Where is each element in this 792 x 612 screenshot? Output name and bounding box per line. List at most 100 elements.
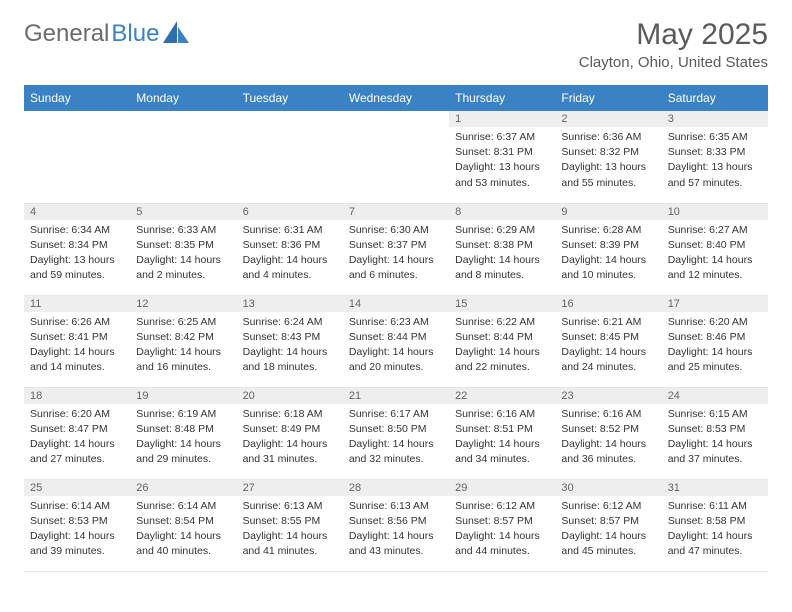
page-title: May 2025 bbox=[579, 20, 768, 50]
day-detail-line: Sunset: 8:51 PM bbox=[455, 422, 549, 436]
calendar-cell: 16Sunrise: 6:21 AMSunset: 8:45 PMDayligh… bbox=[555, 295, 661, 387]
day-detail-line: Sunrise: 6:11 AM bbox=[668, 499, 762, 513]
day-detail-line: and 55 minutes. bbox=[561, 176, 655, 190]
day-number: 1 bbox=[449, 111, 555, 127]
day-detail-line: Sunrise: 6:27 AM bbox=[668, 223, 762, 237]
day-detail-line: Sunset: 8:49 PM bbox=[243, 422, 337, 436]
day-detail-line: Daylight: 13 hours bbox=[668, 160, 762, 174]
day-number: 13 bbox=[237, 296, 343, 312]
day-detail-line: Daylight: 14 hours bbox=[30, 345, 124, 359]
day-detail-line: Daylight: 14 hours bbox=[561, 345, 655, 359]
calendar-row: 11Sunrise: 6:26 AMSunset: 8:41 PMDayligh… bbox=[24, 295, 768, 387]
day-detail-line: Daylight: 14 hours bbox=[30, 437, 124, 451]
day-detail-line: Sunset: 8:45 PM bbox=[561, 330, 655, 344]
day-detail-line: Sunrise: 6:26 AM bbox=[30, 315, 124, 329]
day-detail-line: Daylight: 14 hours bbox=[668, 437, 762, 451]
day-details: Sunrise: 6:13 AMSunset: 8:55 PMDaylight:… bbox=[237, 496, 343, 566]
day-details: Sunrise: 6:20 AMSunset: 8:46 PMDaylight:… bbox=[662, 312, 768, 382]
day-details: Sunrise: 6:12 AMSunset: 8:57 PMDaylight:… bbox=[449, 496, 555, 566]
day-number: 8 bbox=[449, 204, 555, 220]
calendar-cell: 5Sunrise: 6:33 AMSunset: 8:35 PMDaylight… bbox=[130, 203, 236, 295]
day-detail-line: Sunset: 8:50 PM bbox=[349, 422, 443, 436]
brand-logo: GeneralBlue bbox=[24, 20, 189, 48]
brand-blue: Blue bbox=[111, 20, 159, 48]
day-detail-line: Daylight: 14 hours bbox=[30, 529, 124, 543]
day-detail-line: and 8 minutes. bbox=[455, 268, 549, 282]
day-details: Sunrise: 6:18 AMSunset: 8:49 PMDaylight:… bbox=[237, 404, 343, 474]
day-detail-line: Daylight: 14 hours bbox=[349, 253, 443, 267]
day-detail-line: Sunset: 8:44 PM bbox=[455, 330, 549, 344]
calendar-cell: 15Sunrise: 6:22 AMSunset: 8:44 PMDayligh… bbox=[449, 295, 555, 387]
day-detail-line: Sunset: 8:53 PM bbox=[30, 514, 124, 528]
day-detail-line: Sunset: 8:57 PM bbox=[455, 514, 549, 528]
day-detail-line: Daylight: 14 hours bbox=[243, 345, 337, 359]
day-detail-line: Sunrise: 6:22 AM bbox=[455, 315, 549, 329]
day-details: Sunrise: 6:15 AMSunset: 8:53 PMDaylight:… bbox=[662, 404, 768, 474]
day-number: 7 bbox=[343, 204, 449, 220]
calendar-cell: 6Sunrise: 6:31 AMSunset: 8:36 PMDaylight… bbox=[237, 203, 343, 295]
day-detail-line: Daylight: 14 hours bbox=[455, 437, 549, 451]
calendar-cell: 20Sunrise: 6:18 AMSunset: 8:49 PMDayligh… bbox=[237, 387, 343, 479]
day-detail-line: Daylight: 14 hours bbox=[561, 529, 655, 543]
day-detail-line: Sunset: 8:44 PM bbox=[349, 330, 443, 344]
day-details: Sunrise: 6:24 AMSunset: 8:43 PMDaylight:… bbox=[237, 312, 343, 382]
day-number: 27 bbox=[237, 480, 343, 496]
day-detail-line: and 41 minutes. bbox=[243, 544, 337, 558]
day-detail-line: and 14 minutes. bbox=[30, 360, 124, 374]
day-details: Sunrise: 6:26 AMSunset: 8:41 PMDaylight:… bbox=[24, 312, 130, 382]
day-detail-line: and 45 minutes. bbox=[561, 544, 655, 558]
calendar-cell bbox=[237, 111, 343, 203]
day-detail-line: Sunset: 8:32 PM bbox=[561, 145, 655, 159]
brand-general: General bbox=[24, 20, 109, 48]
day-detail-line: Sunset: 8:35 PM bbox=[136, 238, 230, 252]
day-number: 12 bbox=[130, 296, 236, 312]
day-detail-line: Sunset: 8:37 PM bbox=[349, 238, 443, 252]
day-detail-line: and 20 minutes. bbox=[349, 360, 443, 374]
day-details: Sunrise: 6:21 AMSunset: 8:45 PMDaylight:… bbox=[555, 312, 661, 382]
calendar-cell: 23Sunrise: 6:16 AMSunset: 8:52 PMDayligh… bbox=[555, 387, 661, 479]
day-detail-line: Daylight: 14 hours bbox=[349, 345, 443, 359]
calendar-cell: 19Sunrise: 6:19 AMSunset: 8:48 PMDayligh… bbox=[130, 387, 236, 479]
day-detail-line: Sunset: 8:41 PM bbox=[30, 330, 124, 344]
day-detail-line: Sunrise: 6:12 AM bbox=[455, 499, 549, 513]
day-details: Sunrise: 6:29 AMSunset: 8:38 PMDaylight:… bbox=[449, 220, 555, 290]
day-detail-line: Sunset: 8:58 PM bbox=[668, 514, 762, 528]
day-detail-line: Sunrise: 6:34 AM bbox=[30, 223, 124, 237]
day-detail-line: and 27 minutes. bbox=[30, 452, 124, 466]
day-detail-line: and 37 minutes. bbox=[668, 452, 762, 466]
day-number: 15 bbox=[449, 296, 555, 312]
header: GeneralBlue May 2025 Clayton, Ohio, Unit… bbox=[24, 20, 768, 71]
day-detail-line: Sunset: 8:42 PM bbox=[136, 330, 230, 344]
day-details: Sunrise: 6:14 AMSunset: 8:53 PMDaylight:… bbox=[24, 496, 130, 566]
day-detail-line: Sunrise: 6:13 AM bbox=[243, 499, 337, 513]
day-details: Sunrise: 6:11 AMSunset: 8:58 PMDaylight:… bbox=[662, 496, 768, 566]
day-detail-line: Daylight: 14 hours bbox=[668, 253, 762, 267]
day-detail-line: Daylight: 14 hours bbox=[455, 345, 549, 359]
calendar-row: 18Sunrise: 6:20 AMSunset: 8:47 PMDayligh… bbox=[24, 387, 768, 479]
day-detail-line: and 59 minutes. bbox=[30, 268, 124, 282]
calendar-cell: 13Sunrise: 6:24 AMSunset: 8:43 PMDayligh… bbox=[237, 295, 343, 387]
calendar-cell: 17Sunrise: 6:20 AMSunset: 8:46 PMDayligh… bbox=[662, 295, 768, 387]
calendar-cell: 31Sunrise: 6:11 AMSunset: 8:58 PMDayligh… bbox=[662, 479, 768, 571]
day-number: 11 bbox=[24, 296, 130, 312]
calendar-cell: 30Sunrise: 6:12 AMSunset: 8:57 PMDayligh… bbox=[555, 479, 661, 571]
day-detail-line: Sunrise: 6:12 AM bbox=[561, 499, 655, 513]
day-number: 23 bbox=[555, 388, 661, 404]
calendar-cell: 1Sunrise: 6:37 AMSunset: 8:31 PMDaylight… bbox=[449, 111, 555, 203]
day-detail-line: Daylight: 14 hours bbox=[561, 437, 655, 451]
calendar-row: 25Sunrise: 6:14 AMSunset: 8:53 PMDayligh… bbox=[24, 479, 768, 571]
day-details: Sunrise: 6:22 AMSunset: 8:44 PMDaylight:… bbox=[449, 312, 555, 382]
day-detail-line: Sunset: 8:39 PM bbox=[561, 238, 655, 252]
day-detail-line: and 18 minutes. bbox=[243, 360, 337, 374]
day-detail-line: Daylight: 14 hours bbox=[136, 345, 230, 359]
day-detail-line: Daylight: 14 hours bbox=[243, 529, 337, 543]
day-detail-line: and 31 minutes. bbox=[243, 452, 337, 466]
day-number: 4 bbox=[24, 204, 130, 220]
day-detail-line: Sunrise: 6:21 AM bbox=[561, 315, 655, 329]
day-detail-line: and 57 minutes. bbox=[668, 176, 762, 190]
day-detail-line: Sunrise: 6:13 AM bbox=[349, 499, 443, 513]
calendar-cell: 18Sunrise: 6:20 AMSunset: 8:47 PMDayligh… bbox=[24, 387, 130, 479]
day-number: 26 bbox=[130, 480, 236, 496]
day-number: 24 bbox=[662, 388, 768, 404]
sail-icon bbox=[163, 21, 189, 48]
